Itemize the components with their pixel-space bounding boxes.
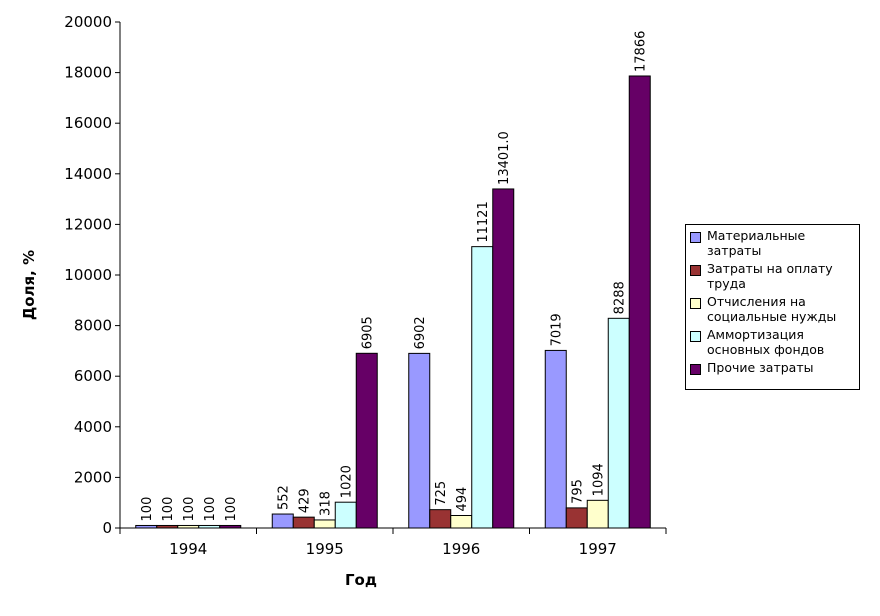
bar (219, 524, 242, 529)
data-label: 318 (319, 491, 334, 516)
data-label: 100 (140, 497, 155, 522)
y-tick-label: 14000 (64, 165, 112, 183)
data-label: 795 (571, 479, 586, 504)
bar (334, 501, 357, 529)
y-tick-label: 6000 (74, 367, 112, 385)
legend-item: Прочие затраты (690, 360, 855, 375)
bar (471, 246, 494, 529)
y-tick-label: 2000 (74, 468, 112, 486)
legend-swatch (690, 265, 701, 276)
data-label: 552 (277, 485, 292, 510)
bar (492, 188, 515, 529)
x-tick-label: 1995 (306, 540, 344, 558)
bar (628, 75, 651, 529)
legend-swatch (690, 331, 701, 342)
bar (544, 349, 567, 529)
bar (450, 515, 473, 529)
data-label: 13401.0 (497, 131, 512, 185)
y-tick-label: 18000 (64, 64, 112, 82)
bar (177, 524, 200, 529)
y-tick-label: 12000 (64, 215, 112, 233)
data-label: 725 (434, 481, 449, 506)
legend-label: Материальные затраты (707, 228, 806, 258)
legend-label: Затраты на оплату труда (707, 261, 833, 291)
data-label: 100 (182, 497, 197, 522)
legend-item: Отчисления на социальные нужды (690, 294, 855, 324)
plot-area: 0 2000 4000 6000 8000 10000 12000 14000 16000 180… (64, 13, 667, 558)
data-label: 8288 (613, 281, 628, 314)
x-tick-label: 1997 (579, 540, 617, 558)
data-label: 100 (203, 497, 218, 522)
data-label: 100 (161, 497, 176, 522)
data-label: 17866 (634, 31, 649, 72)
bar (429, 509, 452, 529)
bar (135, 524, 158, 529)
data-label: 11121 (476, 201, 491, 242)
bar (355, 352, 378, 529)
x-tick-label: 1996 (442, 540, 480, 558)
data-label: 429 (298, 488, 313, 513)
legend-item: Материальные затраты (690, 228, 855, 258)
data-label: 1094 (592, 463, 607, 496)
y-tick-label: 0 (102, 519, 112, 537)
legend-item: Аммортизация основных фондов (690, 327, 855, 357)
y-tick-label: 20000 (64, 13, 112, 31)
legend-swatch (690, 232, 701, 243)
bar (313, 519, 336, 529)
bar (586, 499, 609, 529)
data-label: 494 (455, 487, 470, 512)
y-tick-label: 16000 (64, 114, 112, 132)
data-label: 1020 (340, 465, 355, 498)
x-axis-title: Год (345, 571, 377, 589)
legend-label: Отчисления на социальные нужды (707, 294, 837, 324)
y-tick-label: 10000 (64, 266, 112, 284)
bar (408, 352, 431, 529)
data-label: 6902 (413, 316, 428, 349)
bar (198, 524, 221, 529)
legend-label: Прочие затраты (707, 360, 814, 375)
legend: Материальные затраты Затраты на оплату тр… (685, 224, 860, 390)
bar (292, 516, 315, 529)
data-label: 6905 (361, 316, 376, 349)
x-tick-label: 1994 (169, 540, 207, 558)
bar (565, 507, 588, 529)
data-label: 7019 (550, 313, 565, 346)
legend-item: Затраты на оплату труда (690, 261, 855, 291)
legend-label: Аммортизация основных фондов (707, 327, 825, 357)
legend-swatch (690, 298, 701, 309)
bar (271, 513, 294, 529)
y-tick-label: 4000 (74, 418, 112, 436)
y-tick-label: 8000 (74, 317, 112, 335)
y-axis-title: Доля, % (20, 250, 38, 320)
bar (156, 524, 179, 529)
data-label: 100 (224, 497, 239, 522)
legend-swatch (690, 364, 701, 375)
bar (607, 317, 630, 529)
